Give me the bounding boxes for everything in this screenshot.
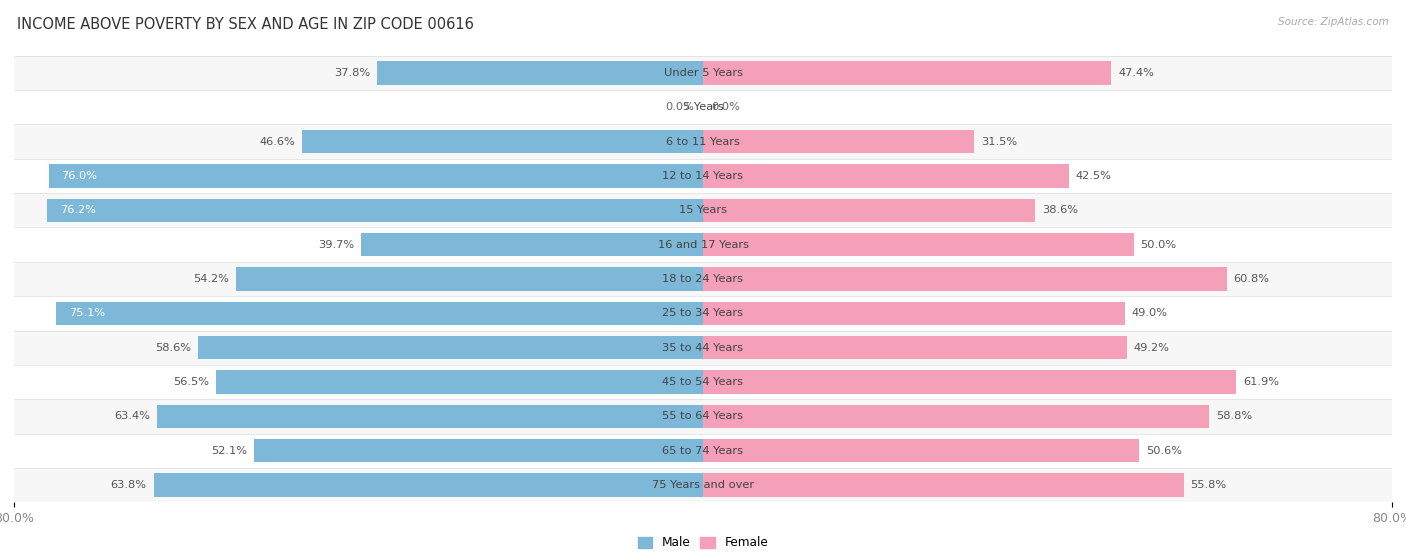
Text: 61.9%: 61.9% [1243,377,1279,387]
Bar [14,296,1392,330]
Text: 45 to 54 Years: 45 to 54 Years [662,377,744,387]
Text: 55 to 64 Years: 55 to 64 Years [662,411,744,421]
Bar [14,56,1392,90]
Bar [703,405,1209,428]
Text: 12 to 14 Years: 12 to 14 Years [662,171,744,181]
Bar [302,130,703,153]
Text: 25 to 34 Years: 25 to 34 Years [662,309,744,318]
Bar [217,371,703,394]
Bar [703,61,1111,85]
Text: 52.1%: 52.1% [211,446,247,456]
Bar [56,302,703,325]
Text: Source: ZipAtlas.com: Source: ZipAtlas.com [1278,17,1389,27]
Text: 37.8%: 37.8% [335,68,371,78]
Text: 50.0%: 50.0% [1140,240,1177,249]
Bar [14,159,1392,193]
Text: 38.6%: 38.6% [1042,205,1078,215]
Text: 50.6%: 50.6% [1146,446,1181,456]
Text: 42.5%: 42.5% [1076,171,1112,181]
Text: 15 Years: 15 Years [679,205,727,215]
Bar [14,90,1392,124]
Text: 76.0%: 76.0% [62,171,97,181]
Text: 58.8%: 58.8% [1216,411,1253,421]
Text: Under 5 Years: Under 5 Years [664,68,742,78]
Text: 5 Years: 5 Years [683,102,723,112]
Bar [703,233,1133,256]
Bar [14,193,1392,228]
Bar [703,164,1069,187]
Text: 76.2%: 76.2% [59,205,96,215]
Text: 18 to 24 Years: 18 to 24 Years [662,274,744,284]
Text: 65 to 74 Years: 65 to 74 Years [662,446,744,456]
Bar [703,267,1226,291]
Text: 39.7%: 39.7% [318,240,354,249]
Text: 0.0%: 0.0% [665,102,695,112]
Text: 0.0%: 0.0% [711,102,741,112]
Text: 56.5%: 56.5% [173,377,209,387]
Text: 63.4%: 63.4% [114,411,150,421]
Bar [703,130,974,153]
Bar [157,405,703,428]
Bar [377,61,703,85]
Text: 63.8%: 63.8% [111,480,146,490]
Legend: Male, Female: Male, Female [633,532,773,554]
Bar [254,439,703,463]
Text: 46.6%: 46.6% [259,137,295,147]
Bar [14,330,1392,365]
Bar [46,199,703,222]
Bar [703,439,1139,463]
Bar [236,267,703,291]
Bar [703,199,1035,222]
Bar [198,336,703,359]
Text: 6 to 11 Years: 6 to 11 Years [666,137,740,147]
Bar [14,434,1392,468]
Bar [14,228,1392,262]
Bar [703,336,1126,359]
Bar [14,262,1392,296]
Text: 49.0%: 49.0% [1132,309,1168,318]
Bar [153,473,703,497]
Text: 55.8%: 55.8% [1191,480,1226,490]
Text: INCOME ABOVE POVERTY BY SEX AND AGE IN ZIP CODE 00616: INCOME ABOVE POVERTY BY SEX AND AGE IN Z… [17,17,474,32]
Text: 49.2%: 49.2% [1133,343,1170,353]
Text: 60.8%: 60.8% [1233,274,1270,284]
Text: 54.2%: 54.2% [194,274,229,284]
Bar [703,371,1236,394]
Text: 75 Years and over: 75 Years and over [652,480,754,490]
Bar [14,124,1392,159]
Text: 47.4%: 47.4% [1118,68,1154,78]
Bar [361,233,703,256]
Text: 58.6%: 58.6% [156,343,191,353]
Text: 31.5%: 31.5% [981,137,1018,147]
Bar [14,468,1392,502]
Bar [703,473,1184,497]
Text: 16 and 17 Years: 16 and 17 Years [658,240,748,249]
Bar [703,302,1125,325]
Text: 75.1%: 75.1% [69,309,105,318]
Bar [14,365,1392,399]
Text: 35 to 44 Years: 35 to 44 Years [662,343,744,353]
Bar [48,164,703,187]
Bar [14,399,1392,434]
